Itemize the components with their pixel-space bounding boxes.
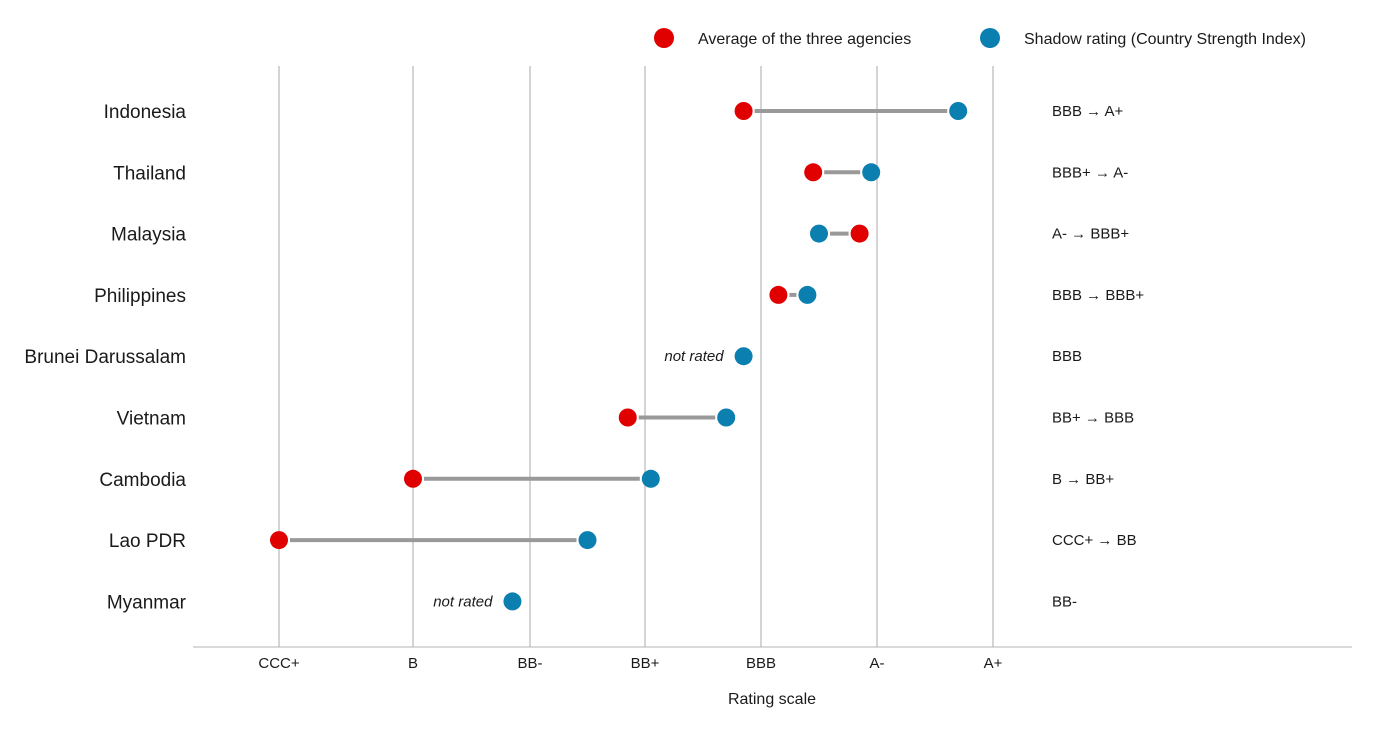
x-tick-label: BB+ — [631, 655, 660, 672]
x-tick-label: A+ — [984, 655, 1003, 672]
country-label: Lao PDR — [109, 531, 186, 552]
rating-change-annotations: BBB → A+ BBB+ → A- A- → BBB+ BBB → BBB+ BBB B… — [1052, 103, 1144, 610]
country-label: Cambodia — [99, 470, 186, 491]
not-rated-notes: not rated not rated — [433, 348, 724, 610]
average-point — [404, 469, 422, 488]
shadow-point — [798, 285, 817, 304]
average-point — [734, 102, 753, 120]
shadow-point — [734, 347, 753, 366]
not-rated-note: not rated — [433, 593, 493, 610]
x-axis-title: Rating scale — [728, 691, 816, 708]
rating-change-label: BB- — [1052, 593, 1077, 610]
country-label: Thailand — [113, 163, 186, 184]
average-point — [850, 224, 869, 243]
x-tick-label: BBB — [746, 655, 776, 672]
average-point — [618, 408, 637, 427]
x-tick-label: A- — [870, 655, 885, 672]
rating-change-label: B → BB+ — [1052, 471, 1114, 488]
connectors — [290, 109, 948, 543]
legend: Average of the three agencies Shadow rat… — [654, 28, 1306, 48]
country-label: Philippines — [94, 286, 186, 307]
country-label: Vietnam — [117, 409, 186, 430]
legend-average-marker — [654, 28, 674, 48]
x-tick-label: B — [408, 655, 418, 672]
rating-change-label: CCC+ → BB — [1052, 532, 1137, 549]
country-label: Myanmar — [107, 592, 187, 613]
average-point — [270, 531, 288, 550]
rating-change-label: BB+ → BBB — [1052, 410, 1134, 427]
average-point — [804, 163, 823, 182]
x-tick-label: BB- — [517, 655, 542, 672]
rating-change-label: BBB → BBB+ — [1052, 287, 1144, 304]
rating-change-label: A- → BBB+ — [1052, 226, 1129, 243]
rating-change-label: BBB → A+ — [1052, 103, 1124, 120]
shadow-point — [949, 102, 968, 120]
x-tick-labels: CCC+ B BB- BB+ BBB A- A+ — [258, 655, 1002, 672]
gridlines — [278, 66, 994, 647]
rating-change-label: BBB — [1052, 348, 1082, 365]
legend-shadow-marker — [980, 28, 1000, 48]
legend-shadow-label: Shadow rating (Country Strength Index) — [1024, 31, 1306, 48]
country-labels: Indonesia Thailand Malaysia Philippines Brun… — [24, 102, 186, 613]
shadow-point — [641, 469, 660, 488]
shadow-point — [503, 592, 522, 611]
country-label: Indonesia — [104, 102, 187, 123]
shadow-point — [810, 224, 828, 243]
rating-change-label: BBB+ → A- — [1052, 164, 1128, 181]
not-rated-note: not rated — [664, 348, 724, 365]
country-label: Malaysia — [111, 225, 186, 246]
shadow-point — [578, 531, 597, 550]
data-points — [270, 102, 968, 611]
shadow-point — [862, 163, 881, 182]
average-point — [769, 285, 788, 304]
legend-average-label: Average of the three agencies — [698, 31, 911, 48]
x-tick-label: CCC+ — [258, 655, 299, 672]
shadow-point — [717, 408, 736, 427]
country-label: Brunei Darussalam — [24, 347, 186, 368]
